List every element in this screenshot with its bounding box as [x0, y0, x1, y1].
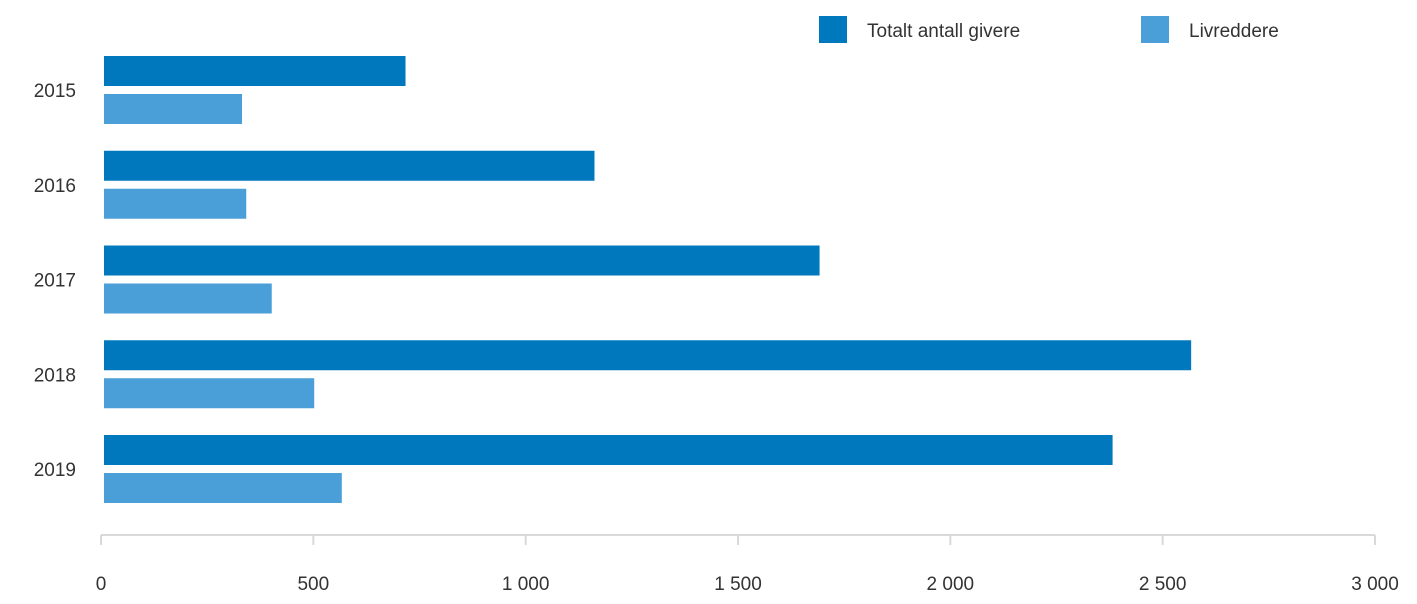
bar-totalt-2016 [104, 150, 595, 181]
bar-totalt-2019 [104, 435, 1113, 465]
bar-totalt-2015 [104, 56, 406, 86]
bar-totalt-2017 [104, 245, 820, 276]
legend: Totalt antall givere Livreddere [819, 16, 1279, 43]
y-axis-labels: 2015 2016 2017 2018 2019 [34, 81, 76, 481]
bars [104, 56, 1192, 503]
x-tick-label: 0 [96, 574, 107, 595]
y-tick-label: 2017 [34, 271, 76, 292]
y-tick-label: 2018 [34, 365, 76, 386]
x-tick-label: 1 000 [502, 574, 550, 595]
x-tick-label: 2 000 [927, 574, 975, 595]
legend-swatch-livreddere [1141, 16, 1169, 43]
y-tick-label: 2016 [34, 176, 76, 197]
x-tick-label: 2 500 [1139, 574, 1187, 595]
x-tick-label: 500 [297, 574, 329, 595]
bar-livreddere-2015 [104, 94, 243, 124]
x-axis: 0 500 1 000 1 500 2 000 2 500 3 000 [96, 534, 1399, 595]
bar-livreddere-2017 [104, 283, 272, 314]
x-tick-label: 1 500 [714, 574, 762, 595]
x-tick-label: 3 000 [1351, 574, 1399, 595]
y-tick-label: 2019 [34, 460, 76, 481]
bar-livreddere-2018 [104, 378, 315, 409]
legend-swatch-totalt [819, 16, 847, 43]
legend-label-totalt: Totalt antall givere [867, 21, 1020, 42]
y-tick-label: 2015 [34, 81, 76, 102]
bar-livreddere-2016 [104, 188, 247, 219]
bar-totalt-2018 [104, 340, 1192, 371]
bar-livreddere-2019 [104, 473, 342, 503]
legend-label-livreddere: Livreddere [1189, 21, 1279, 42]
